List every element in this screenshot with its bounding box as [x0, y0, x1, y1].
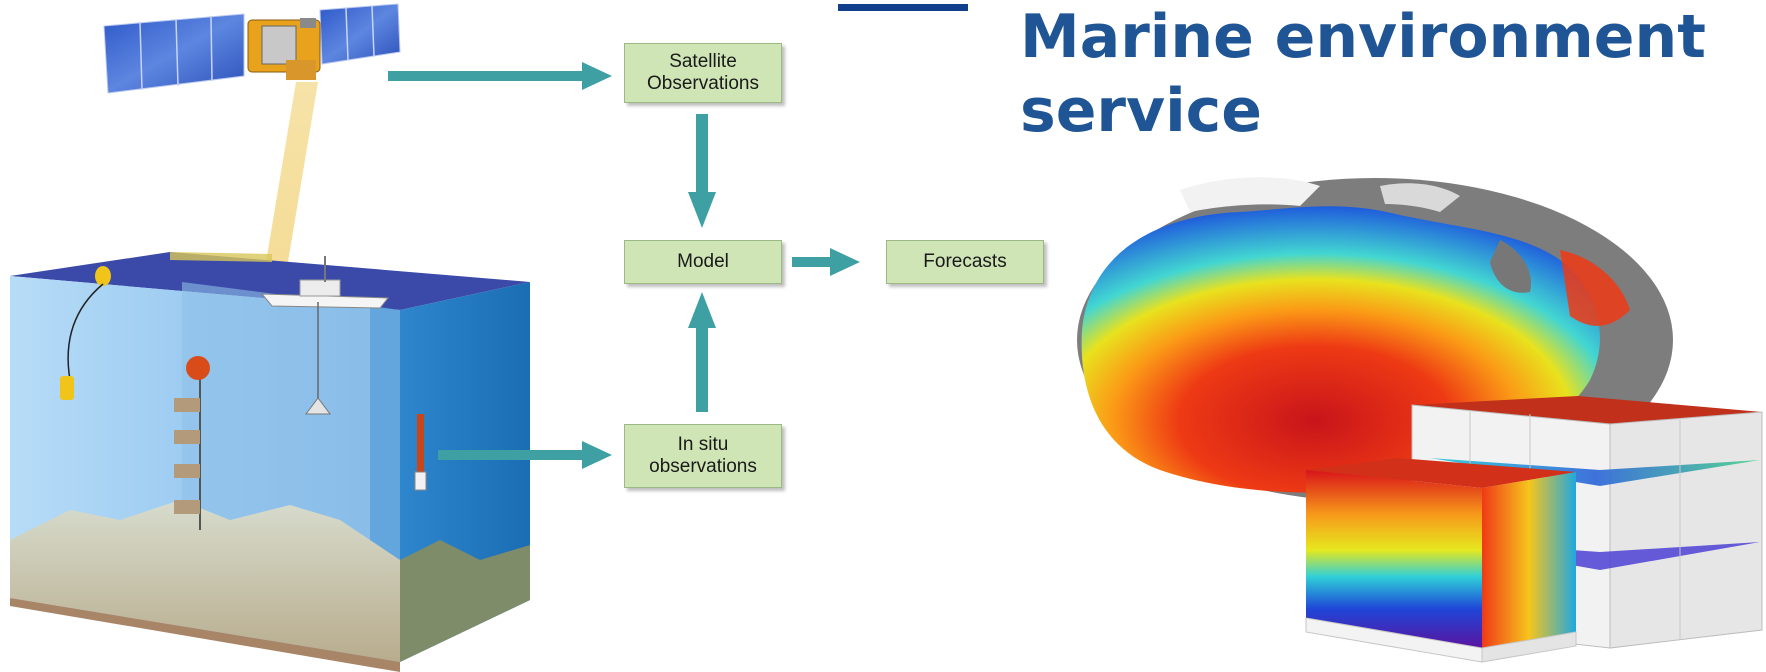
profiler-icon: [414, 414, 427, 491]
mooring-line-icon: [174, 356, 210, 530]
satellite-observations-box: Satellite Observations: [624, 43, 782, 103]
title-accent-bar: [838, 4, 968, 11]
page-title-line1: Marine environment: [1020, 2, 1706, 72]
page-title: Marine environment service: [1020, 0, 1760, 148]
sea-surface: [10, 252, 530, 310]
model-box: Model: [624, 240, 782, 284]
ocean-model-cube: [1305, 458, 1577, 663]
forecasts-box: Forecasts: [886, 240, 1044, 284]
satellite-icon: [103, 3, 401, 94]
model-label: Model: [677, 251, 729, 272]
forecasts-label: Forecasts: [923, 251, 1007, 272]
buoy-icon: [60, 266, 111, 400]
flow-arrows: [388, 62, 860, 469]
probe-icon: [305, 302, 331, 415]
seabed-terrain: [10, 500, 400, 662]
page-title-line2: service: [1020, 76, 1262, 146]
ship-icon: [260, 256, 390, 309]
in-situ-observations-label: In situ observations: [649, 434, 757, 477]
in-situ-observations-box: In situ observations: [624, 424, 782, 488]
satellite-beam: [266, 82, 318, 262]
satellite-observations-label: Satellite Observations: [647, 51, 759, 94]
